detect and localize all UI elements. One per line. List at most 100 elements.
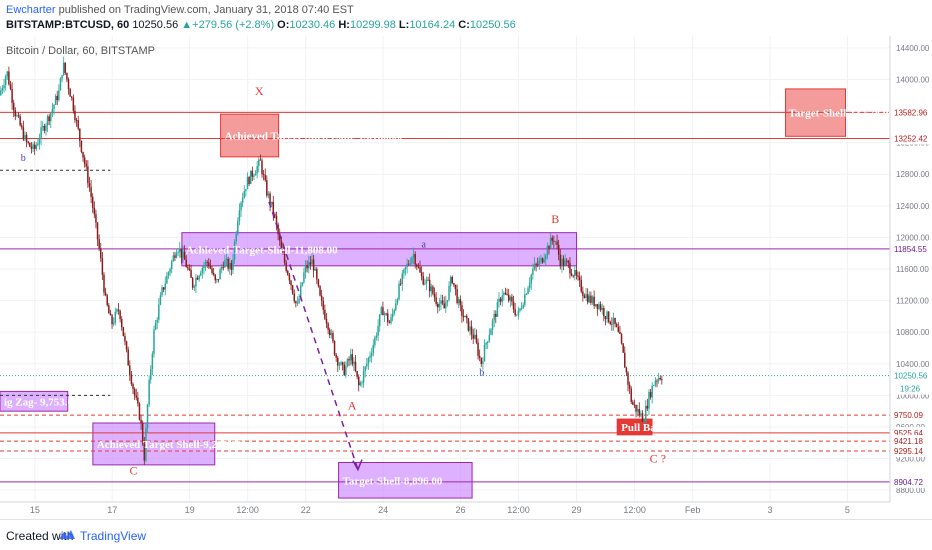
candle-body xyxy=(624,352,626,368)
candle-body xyxy=(564,260,566,266)
candle-body xyxy=(446,300,449,303)
author-name[interactable]: Ewcharter xyxy=(6,4,56,16)
candle-body xyxy=(30,146,33,149)
tradingview-brand[interactable]: TradingView xyxy=(80,529,147,543)
candle-body xyxy=(54,95,57,105)
price-tick-label: 9200.00 xyxy=(896,455,925,464)
close-value: 10250.56 xyxy=(469,19,516,31)
candle-body xyxy=(25,134,28,142)
candle-body xyxy=(14,110,17,117)
candle-body xyxy=(125,341,128,350)
candle-body xyxy=(635,404,637,412)
candle-body xyxy=(630,388,632,402)
candle-body xyxy=(607,311,610,322)
symbol-info: BITSTAMP:BTCUSD, 60 10250.56 ▲+279.56 (+… xyxy=(6,19,516,31)
candle-body xyxy=(451,277,454,283)
candle-body xyxy=(443,303,445,309)
candle-body xyxy=(77,120,79,129)
candle-body xyxy=(414,254,416,265)
time-tick-label: 29 xyxy=(572,505,582,515)
candle-body xyxy=(188,268,191,270)
candle-body xyxy=(295,301,297,304)
candle-body xyxy=(459,299,462,306)
candle-body xyxy=(417,266,420,268)
candle-body xyxy=(498,298,500,303)
candle-body xyxy=(253,175,255,177)
projection-arrow-line xyxy=(268,201,359,470)
candle-body xyxy=(280,240,283,250)
candle-body xyxy=(67,79,70,90)
price-chart[interactable]: Achieved Target-Shell Zone-13,188.00 Targ… xyxy=(0,36,932,519)
candle-body xyxy=(27,141,29,143)
candle-body xyxy=(599,304,602,310)
candle-body xyxy=(445,302,447,309)
candle-body xyxy=(509,296,512,301)
candle-body xyxy=(598,304,600,309)
candle-body xyxy=(364,366,366,372)
candle-body xyxy=(636,409,639,412)
candle-body xyxy=(296,303,299,304)
candle-body xyxy=(577,275,579,277)
level-price-tag: 13582.96 xyxy=(894,108,928,117)
candle-body xyxy=(369,356,371,359)
candle-body xyxy=(150,369,152,380)
time-tick-label: 15 xyxy=(30,505,40,515)
candle-body xyxy=(569,262,571,274)
candle-body xyxy=(375,335,378,338)
candle-body xyxy=(644,405,647,422)
candle-body xyxy=(132,384,134,389)
candle-body xyxy=(603,307,605,317)
candle-body xyxy=(285,262,287,271)
price-tick-label: 12800.00 xyxy=(896,170,930,179)
candle-body xyxy=(112,322,115,325)
candle-body xyxy=(420,272,423,277)
price-axis[interactable]: 14400.0014000.0013600.0013200.0012800.00… xyxy=(889,36,931,502)
time-axis[interactable]: 15 17 19 12:00 22 24 26 12:00 29 12:00 Feb 3 5 xyxy=(0,501,890,515)
candle-body xyxy=(288,274,291,281)
candle-body xyxy=(619,331,621,335)
candle-body xyxy=(372,345,375,354)
candle-body xyxy=(4,76,7,86)
candle-body xyxy=(122,327,125,337)
candle-body xyxy=(190,269,192,278)
candle-body xyxy=(625,367,628,373)
candle-body xyxy=(354,361,357,372)
time-tick-label: 12:00 xyxy=(236,505,259,515)
candle-body xyxy=(340,362,342,365)
candle-body xyxy=(272,201,275,214)
candle-body xyxy=(19,116,21,126)
level-price-tag: 13252.42 xyxy=(894,134,928,143)
candle-body xyxy=(357,376,360,386)
candle-body xyxy=(383,313,386,316)
candle-body xyxy=(64,62,67,73)
zone-label: ig Zag- 9,753.00 xyxy=(4,396,79,408)
candle-body xyxy=(382,307,384,316)
candle-body xyxy=(158,304,160,320)
candle-body xyxy=(441,300,444,304)
candle-body xyxy=(567,261,570,263)
candle-body xyxy=(29,142,31,147)
dashed-price-tag: 9295.14 xyxy=(894,447,923,456)
tradingview-logo-icon xyxy=(59,530,75,539)
candle-body xyxy=(243,191,246,198)
candle-body xyxy=(108,305,110,314)
candle-body xyxy=(348,359,350,361)
candle-body xyxy=(238,210,241,221)
candle-body xyxy=(53,104,55,110)
candle-body xyxy=(259,159,262,161)
candle-body xyxy=(337,357,339,366)
candle-body xyxy=(430,286,433,292)
candle-body xyxy=(327,323,329,330)
candle-body xyxy=(453,282,455,285)
candle-body xyxy=(206,261,208,263)
candle-body xyxy=(553,240,555,242)
candle-body xyxy=(374,337,376,346)
dashed-price-tag-bg xyxy=(891,409,931,422)
candle-body xyxy=(262,174,265,175)
candle-body xyxy=(240,202,242,211)
candle-body xyxy=(209,265,212,269)
candle-body xyxy=(520,308,523,309)
candle-body xyxy=(251,170,254,177)
candle-body xyxy=(241,197,244,203)
last-price: 10250.56 xyxy=(132,19,179,31)
